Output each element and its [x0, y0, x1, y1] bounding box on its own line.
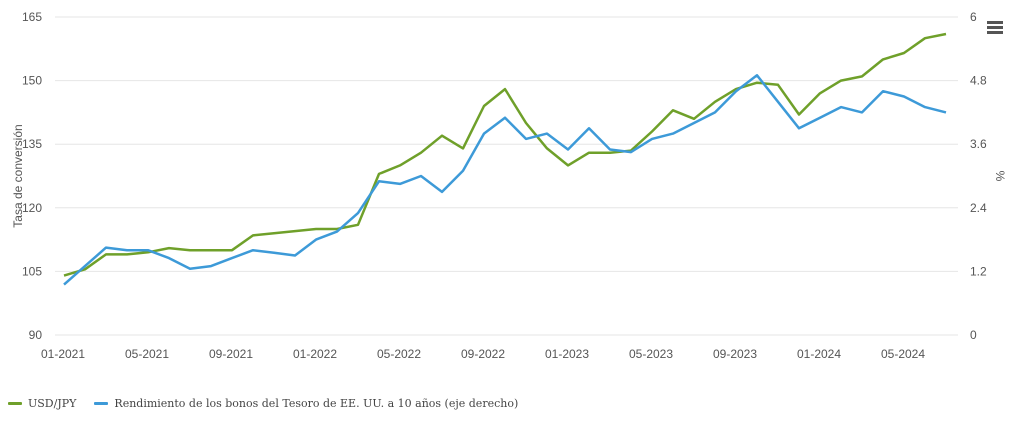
y-tick-label: 150	[22, 74, 42, 88]
x-tick-label: 05-2022	[377, 347, 421, 361]
x-tick-label: 01-2024	[797, 347, 841, 361]
y-tick-label: 105	[22, 264, 42, 278]
x-tick-label: 09-2023	[713, 347, 757, 361]
series-line-1[interactable]	[63, 74, 947, 286]
y-tick-label: 135	[22, 137, 42, 151]
x-tick-label: 01-2021	[41, 347, 85, 361]
x-tick-label: 05-2021	[125, 347, 169, 361]
legend-item-treasury-yield[interactable]: Rendimiento de los bonos del Tesoro de E…	[94, 397, 518, 410]
x-tick-label: 05-2023	[629, 347, 673, 361]
y2-tick-label: 1.2	[970, 264, 987, 278]
y-tick-label: 120	[22, 201, 42, 215]
x-tick-label: 09-2021	[209, 347, 253, 361]
y2-tick-label: 2.4	[970, 201, 987, 215]
legend: USD/JPY Rendimiento de los bonos del Tes…	[8, 397, 518, 410]
series-line-0[interactable]	[63, 32, 947, 277]
legend-item-usdjpy[interactable]: USD/JPY	[8, 397, 76, 410]
y2-tick-label: 0	[970, 328, 977, 342]
chart-svg: 90 105 120 135 150 165 0 1.2 2.4 3.6 4.8 6 01-2021 05…	[11, 10, 1007, 361]
y2-tick-label: 4.8	[970, 74, 987, 88]
x-tick-label: 09-2022	[461, 347, 505, 361]
legend-swatch	[94, 402, 109, 405]
x-tick-label: 05-2024	[881, 347, 925, 361]
y2-axis-label: %	[993, 171, 1007, 182]
legend-label: Rendimiento de los bonos del Tesoro de E…	[114, 397, 519, 410]
legend-label: USD/JPY	[28, 397, 77, 410]
y2-tick-label: 6	[970, 10, 977, 24]
x-tick-label: 01-2022	[293, 347, 337, 361]
y2-tick-label: 3.6	[970, 137, 987, 151]
hamburger-menu-icon[interactable]	[987, 21, 1003, 35]
legend-swatch	[8, 402, 22, 405]
x-tick-label: 01-2023	[545, 347, 589, 361]
y-tick-label: 90	[29, 328, 43, 342]
y-axis-label: Tasa de conversión	[11, 124, 25, 227]
y-tick-label: 165	[22, 10, 42, 24]
